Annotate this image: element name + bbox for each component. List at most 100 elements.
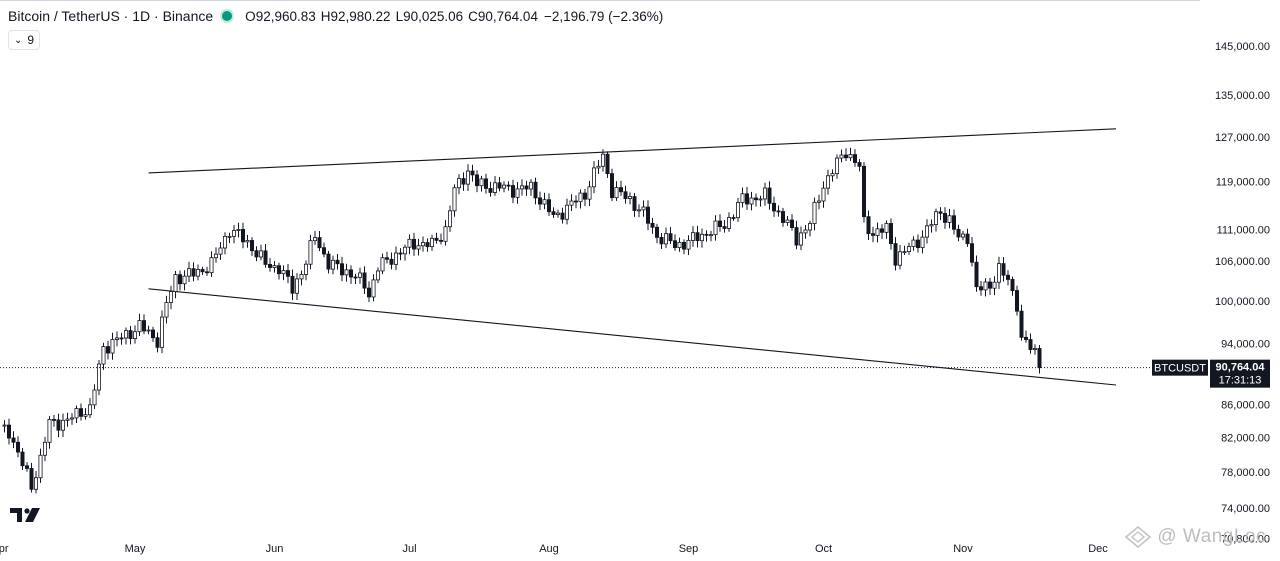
candle-body — [159, 316, 164, 348]
candle-body — [866, 216, 871, 235]
candle-body — [402, 246, 407, 255]
candle-body — [538, 197, 543, 205]
candle-body — [38, 454, 43, 479]
candle-body — [137, 320, 142, 333]
candle-body — [853, 154, 858, 163]
candle-body — [353, 276, 358, 279]
candle-body — [821, 187, 826, 202]
candle-body — [362, 272, 367, 289]
candle-body — [285, 270, 290, 277]
candle-body — [182, 275, 187, 285]
candle-body — [101, 346, 106, 365]
price-tick-label: 86,000.00 — [1221, 400, 1270, 412]
candle-body — [124, 330, 129, 339]
candle-body — [925, 225, 930, 238]
candle-body — [231, 230, 236, 237]
candle-body — [812, 201, 817, 224]
time-tick-label: Jul — [402, 543, 416, 555]
candle-body — [195, 269, 200, 277]
candle-body — [483, 178, 488, 189]
price-tick-label: 82,000.00 — [1221, 432, 1270, 444]
candle-body — [898, 251, 903, 266]
candle-body — [916, 239, 921, 248]
symbol-legend[interactable]: Bitcoin / TetherUS · 1D · Binance O 92,96… — [8, 7, 663, 25]
candle-body — [97, 363, 102, 391]
candle-body — [425, 242, 430, 248]
symbol-label: BTCUSDT — [1154, 363, 1206, 375]
candle-body — [776, 210, 781, 213]
candle-body — [817, 200, 822, 203]
candle-body — [200, 269, 205, 273]
candle-body — [515, 188, 520, 198]
candle-body — [501, 184, 506, 189]
candle-body — [452, 187, 457, 212]
candle-body — [15, 441, 20, 453]
candle-body — [569, 200, 574, 206]
candle-body — [479, 178, 484, 187]
candle-body — [673, 240, 678, 248]
price-tick-label: 74,000.00 — [1221, 503, 1270, 515]
time-axis[interactable]: Apr May Jun Jul Aug Sep Oct Nov Dec — [0, 543, 1108, 555]
candle-body — [308, 240, 313, 265]
candle-body — [655, 226, 660, 238]
candle-body — [542, 199, 547, 205]
candle-body — [456, 178, 461, 189]
time-tick-label: May — [125, 543, 146, 555]
candle-body — [767, 187, 772, 204]
candle-body — [632, 196, 637, 211]
tradingview-logo[interactable] — [10, 506, 42, 524]
candle-body — [110, 339, 115, 354]
candle-body — [326, 253, 331, 270]
candle-body — [578, 192, 583, 203]
price-tick-label: 100,000.00 — [1215, 296, 1270, 308]
candle-body — [344, 269, 349, 276]
candle-body — [317, 237, 322, 249]
symbol-title[interactable]: Bitcoin / TetherUS · 1D · Binance — [8, 8, 214, 24]
candle-body — [281, 270, 286, 275]
close-value: 90,764.04 — [477, 8, 538, 24]
candle-body — [862, 165, 867, 218]
candle-body — [191, 268, 196, 277]
candle-body — [416, 245, 421, 250]
candle-body — [938, 211, 943, 214]
candle-body — [348, 269, 353, 278]
candle-body — [623, 191, 628, 199]
open-label: O — [245, 8, 256, 24]
candle-body — [47, 419, 52, 443]
candle-body — [871, 233, 876, 236]
candle-body — [434, 237, 439, 241]
candle-body — [565, 204, 570, 220]
candle-body — [893, 243, 898, 266]
candle-body — [1015, 290, 1020, 312]
candle-body — [601, 153, 606, 167]
candle-body — [988, 281, 993, 289]
candle-body — [736, 202, 741, 219]
indicators-toggle-button[interactable]: ⌄ 9 — [8, 30, 41, 50]
candle-body — [1010, 279, 1015, 291]
candle-body — [330, 259, 335, 270]
candle-body — [506, 184, 511, 187]
price-axis[interactable]: 145,000.00 135,000.00 127,000.00 119,000.00… — [1215, 41, 1270, 545]
candle-body — [20, 451, 25, 467]
candle-body — [947, 215, 952, 223]
candle-body — [961, 233, 966, 238]
price-tick-label: 135,000.00 — [1215, 90, 1270, 102]
candle-body — [312, 237, 317, 242]
price-tick-label: 70,800.00 — [1221, 533, 1270, 545]
candle-body — [429, 237, 434, 248]
candle-body — [587, 186, 592, 200]
candle-body — [709, 234, 714, 237]
candle-body — [209, 257, 214, 274]
time-tick-label: Oct — [815, 543, 832, 555]
last-price-value: 90,764.04 — [1216, 362, 1266, 374]
candle-body — [997, 263, 1002, 283]
candle-body — [56, 419, 61, 431]
candle-body — [686, 239, 691, 250]
candle-body — [745, 193, 750, 205]
candle-body — [520, 185, 525, 190]
candle-body — [222, 235, 227, 249]
candle-body — [524, 185, 529, 190]
candle-body — [875, 228, 880, 236]
candle-body — [889, 223, 894, 244]
